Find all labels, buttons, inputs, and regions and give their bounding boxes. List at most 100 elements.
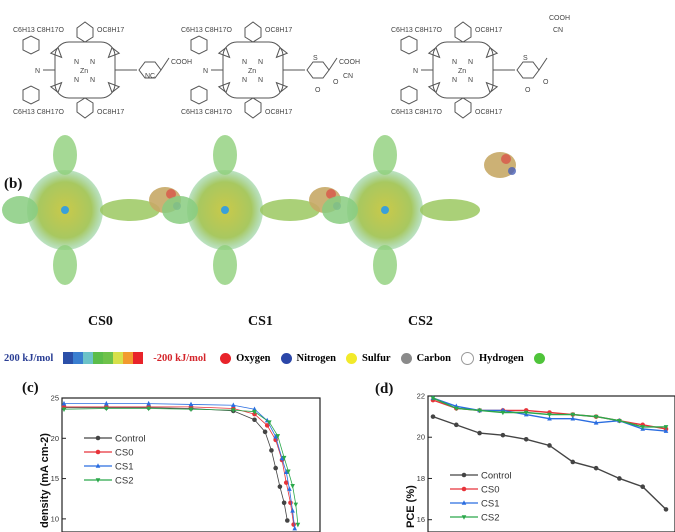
legend: Control CS0 CS1 CS2 (450, 471, 512, 524)
carboxylic-acid-label: COOH (339, 59, 360, 66)
oxygen-atom: O (525, 87, 531, 94)
pyrrole-ring (107, 46, 121, 59)
data-point (188, 407, 194, 413)
data-point (461, 486, 467, 492)
color-scale-swatch (93, 352, 104, 364)
data-point (275, 434, 281, 439)
jv-chart: 10 15 20 25 density (mA cm-2) Control CS0 CS1 CS… (39, 394, 321, 532)
sulfur-atom: S (313, 55, 318, 62)
pce-chart: 16 18 20 22 PCE (%) Control CS0 CS1 CS2 (405, 392, 675, 532)
atom-color-dot (461, 351, 475, 365)
alkoxy-label: OC8H17 (475, 27, 502, 34)
y-tick-label: 22 (417, 392, 425, 401)
data-point (500, 432, 506, 438)
pyrrole-ring (485, 46, 499, 59)
series-cs2 (61, 406, 301, 528)
data-point (279, 455, 285, 461)
zinc-atom: Zn (80, 68, 88, 75)
oxygen-atom: O (543, 79, 549, 86)
data-point (273, 433, 278, 439)
esp-color-scale (63, 352, 144, 364)
series-line (64, 406, 295, 525)
data-point (146, 406, 151, 412)
nitrogen-atom: N (258, 59, 263, 66)
data-point (252, 417, 257, 423)
data-point (252, 409, 257, 415)
data-point (593, 465, 599, 471)
legend-label: CS0 (481, 485, 499, 496)
aryl-ring-top (244, 21, 262, 43)
amine-nitrogen: N (35, 68, 40, 75)
color-scale-swatch (73, 352, 84, 364)
nitrogen-atom: N (242, 77, 247, 84)
legend-label: CS1 (481, 499, 499, 510)
esp-max-label: 200 kJ/mol (4, 352, 54, 364)
nitrogen-atom: N (74, 59, 79, 66)
atom-legend: Oxygen Nitrogen Sulfur Carbon Hydrogen (210, 351, 550, 365)
zinc-atom: Zn (248, 68, 256, 75)
y-tick-label: 16 (417, 515, 425, 524)
aryl-ring-top (76, 21, 94, 43)
esp-surface-cs1 (162, 135, 341, 285)
molecule-label-cs1: CS1 (248, 314, 273, 329)
legend-label: Control (115, 434, 146, 445)
esp-surface-cs0 (2, 135, 181, 285)
atom-label: Oxygen (236, 352, 271, 364)
y-tick-label: 10 (51, 514, 59, 523)
nitrogen-atom: N (452, 59, 457, 66)
nitrogen-atom: N (258, 77, 263, 84)
alkoxy-label: OC8H17 (97, 27, 124, 34)
phenyl-ring (400, 35, 418, 55)
data-point (292, 525, 298, 531)
plot-frame (427, 395, 675, 532)
data-point (430, 396, 436, 401)
data-point (663, 507, 669, 512)
data-point (264, 423, 270, 428)
color-scale-swatch (63, 352, 74, 364)
pyrrole-ring (107, 81, 121, 94)
atom-color-dot (220, 352, 232, 364)
y-tick-label: 15 (51, 474, 59, 483)
data-point (570, 415, 576, 421)
nitrogen-atom: N (468, 77, 473, 84)
color-scale-swatch (133, 352, 144, 364)
atom-color-dot (280, 352, 292, 364)
carboxylic-acid-label: COOH (549, 15, 570, 22)
data-point (287, 486, 292, 491)
oxygen-atom: O (315, 87, 321, 94)
atom-label: Nitrogen (296, 352, 336, 364)
chemical-structures: N N N N Zn C6H13 C8H17O OC8H17 C6H13 C8H17O OC8H… (0, 0, 675, 135)
pyrrole-ring (49, 81, 63, 94)
data-point (593, 414, 599, 420)
nitrogen-atom: N (452, 77, 457, 84)
alkoxy-label: OC8H17 (265, 27, 292, 34)
color-scale-swatch (113, 352, 124, 364)
amine-nitrogen: N (413, 68, 418, 75)
data-point (547, 415, 552, 421)
series-line (64, 407, 288, 521)
data-point (461, 500, 467, 505)
data-point (104, 406, 109, 412)
aryl-ring-top (454, 21, 472, 43)
nitrogen-atom: N (90, 77, 95, 84)
series-cs2 (430, 396, 669, 430)
data-point (231, 402, 236, 408)
data-point (290, 484, 295, 489)
data-point (286, 469, 291, 475)
data-point (500, 410, 506, 416)
data-point (61, 407, 67, 413)
nitrogen-atom: N (74, 77, 79, 84)
phenyl-ring (22, 85, 40, 105)
panel-label-b: (b) (4, 176, 23, 192)
alkyl-label: C6H13 C8H17O (391, 27, 443, 34)
nitrogen-atom: N (90, 59, 95, 66)
data-point (281, 500, 287, 506)
molecule-label-cs0: CS0 (88, 314, 113, 329)
data-point (277, 484, 283, 489)
alkyl-label: C6H13 C8H17O (391, 109, 443, 116)
cyano-label: NC (145, 73, 155, 80)
data-point (262, 429, 268, 435)
